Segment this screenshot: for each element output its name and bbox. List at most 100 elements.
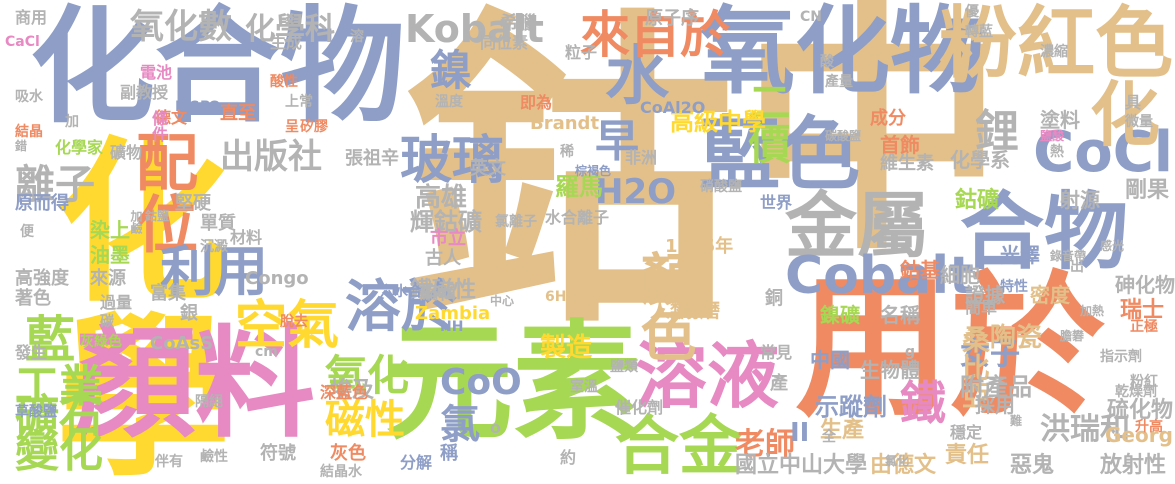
cloud-word: 洪瑞和 — [1040, 412, 1130, 447]
cloud-word: 染上 — [90, 218, 130, 242]
cloud-word: 正極 — [1130, 319, 1158, 335]
cloud-word: o — [490, 418, 501, 437]
cloud-word: 合金 — [615, 410, 743, 484]
cloud-word: 光澤 — [1000, 243, 1040, 267]
cloud-word: 塗料 — [1040, 108, 1080, 132]
cloud-word: 矽膠 — [300, 119, 328, 135]
cloud-word: 國立中山大學 — [735, 453, 868, 478]
cloud-word: Brandt — [530, 113, 600, 134]
cloud-word: 加熱 — [1080, 304, 1105, 318]
cloud-word: 希臘 — [500, 13, 536, 34]
cloud-word: 射源 — [1060, 188, 1100, 212]
cloud-word: 水 — [605, 40, 669, 114]
cloud-word: 顏色 — [631, 250, 696, 362]
cloud-word: 利用 — [160, 240, 268, 303]
cloud-word: 灰色 — [330, 443, 366, 464]
cloud-word: 附產品 — [960, 373, 1032, 401]
cloud-word: 草酸鹽 — [15, 404, 57, 420]
cloud-word: 六水合 — [380, 284, 422, 300]
cloud-word: 室溫 — [570, 379, 598, 395]
cloud-word: 藍 — [25, 311, 75, 369]
cloud-word: 原子序 — [645, 8, 699, 29]
cloud-word: 6H2O — [545, 289, 589, 305]
cloud-word: 分解 — [400, 453, 433, 472]
cloud-word: 生物體 — [860, 358, 920, 382]
cloud-word: 鋰 — [975, 106, 1019, 157]
cloud-word: 產量 — [825, 74, 853, 90]
cloud-word: 脫去 — [280, 314, 308, 330]
cloud-word: 催化劑 — [615, 398, 664, 417]
cloud-word: 金屬 — [785, 184, 930, 268]
cloud-word: 古人 — [425, 248, 461, 269]
cloud-word: 鈷基 — [900, 258, 940, 282]
cloud-word: 簡單 — [965, 298, 998, 317]
cloud-word: 責任 — [945, 443, 990, 468]
cloud-word: 顏料 — [75, 315, 315, 454]
cloud-word: II — [790, 418, 810, 448]
cloud-word: 化合物 — [30, 0, 405, 140]
cloud-word: 加鹼 — [129, 210, 143, 234]
cloud-word: 便 — [20, 224, 34, 240]
cloud-word: 空氣 — [235, 296, 340, 356]
cloud-word: 氯離子 — [495, 214, 537, 230]
cloud-word: 來自於 — [580, 6, 730, 64]
cloud-word: 即為 — [520, 93, 553, 112]
cloud-word: 過量 — [100, 293, 133, 312]
cloud-word: 粒子 — [565, 43, 598, 62]
cloud-word: 粉紅色 — [938, 0, 1173, 89]
cloud-word: 剛果 — [1125, 178, 1170, 203]
cloud-word: 產 — [770, 373, 788, 394]
cloud-word: 油墨 — [90, 243, 130, 267]
cloud-word: CaCl — [5, 34, 40, 50]
cloud-word: 難 — [1010, 414, 1023, 428]
cloud-word: 單質 — [200, 213, 236, 234]
cloud-word: 採用 — [975, 393, 1015, 417]
cloud-word: 符號 — [260, 443, 296, 464]
cloud-word: 鹽類 — [610, 359, 638, 375]
cloud-word: 材料 — [230, 228, 263, 247]
cloud-word: Zambia — [415, 303, 491, 324]
cloud-word: 製造 — [540, 333, 593, 363]
cloud-word: Cobalt — [785, 246, 974, 306]
cloud-word: 配位 — [125, 130, 198, 254]
cloud-word: 隔絕 — [195, 394, 223, 410]
cloud-word: 化 — [1090, 74, 1160, 156]
cloud-word: 加 — [65, 114, 79, 130]
cloud-word: 非洲 — [625, 148, 658, 167]
cloud-word: 出版社 — [220, 137, 322, 177]
cloud-word: 鈷鹽 — [145, 209, 170, 223]
cloud-word: 直至 — [220, 103, 256, 124]
cloud-word: 化學家 — [55, 138, 104, 157]
cloud-word: 出 — [1070, 259, 1084, 275]
cloud-word: CoAsS — [150, 333, 214, 354]
cloud-word: 礦石 — [15, 391, 103, 442]
cloud-word: Kobalt — [405, 7, 544, 51]
cloud-word: 羅馬 — [555, 173, 603, 201]
cloud-word: 首飾 — [880, 133, 920, 157]
cloud-word: 優 — [965, 4, 979, 20]
cloud-word: 銅 — [765, 288, 783, 309]
cloud-word: 高雄 — [415, 183, 468, 213]
cloud-word: 副教授 — [120, 83, 169, 102]
cloud-word: 鹽酸 — [1040, 129, 1065, 143]
cloud-word: 維生素 — [880, 153, 934, 174]
cloud-word: 輝鈷礦 — [410, 208, 482, 236]
cloud-word: 稱 — [440, 443, 458, 464]
cloud-word: 元素 — [385, 309, 642, 458]
cloud-word: 來源 — [90, 268, 126, 289]
cloud-word: 化學 — [26, 130, 229, 480]
cloud-word: 鐵 — [900, 376, 946, 430]
cloud-word: 由德文 — [870, 453, 937, 478]
cloud-word: 陶瓷 — [990, 323, 1043, 353]
cloud-word: 早 — [595, 116, 639, 167]
cloud-word: 溶 — [350, 29, 364, 45]
cloud-word: 合物 — [960, 183, 1129, 281]
cloud-word: 鎳 — [430, 46, 473, 95]
cloud-word: 中 — [740, 0, 1005, 286]
cloud-word: 棕褐色 — [575, 164, 612, 178]
cloud-word: 常見 — [760, 343, 793, 362]
cloud-word: 指示劑 — [1100, 349, 1142, 365]
cloud-word: 生成 — [270, 33, 303, 52]
cloud-word: 鎳礦 — [820, 303, 860, 327]
cloud-word: 砷化物 — [1115, 273, 1175, 297]
